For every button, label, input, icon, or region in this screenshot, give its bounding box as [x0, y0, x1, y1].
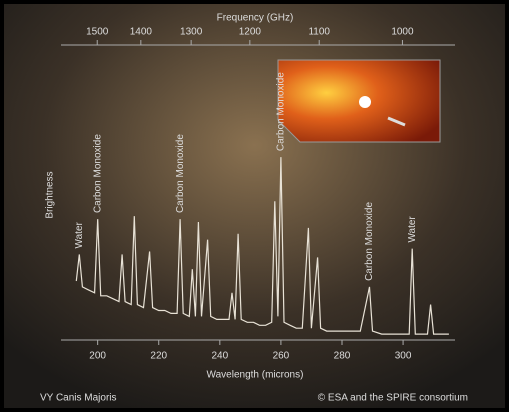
peak-label: Water [74, 221, 85, 248]
peak-label: Carbon Monoxide [364, 202, 375, 281]
x-tick-label: 220 [150, 351, 167, 362]
x2-tick-label: 1300 [180, 27, 203, 38]
peak-label: Carbon Monoxide [276, 72, 287, 151]
inset-image [278, 60, 440, 142]
x-tick-label: 280 [334, 351, 351, 362]
x2-tick-label: 1100 [308, 27, 330, 38]
x-axis-label: Wavelength (microns) [207, 370, 304, 381]
footer-left: VY Canis Majoris [40, 393, 117, 404]
peak-label: Water [407, 216, 418, 243]
peak-label: Carbon Monoxide [92, 134, 103, 213]
x-tick-label: 200 [89, 351, 106, 362]
x-tick-label: 240 [211, 351, 228, 362]
x2-tick-label: 1000 [391, 27, 414, 38]
x2-tick-label: 1500 [86, 27, 109, 38]
chart-title: Frequency (GHz) [217, 13, 294, 24]
footer-right: © ESA and the SPIRE consortium [318, 393, 468, 404]
x2-tick-label: 1200 [239, 27, 262, 38]
peak-label: Carbon Monoxide [175, 134, 186, 213]
chart: Frequency (GHz) Wavelength (microns) Bri… [0, 0, 509, 412]
y-axis-label: Brightness [45, 171, 56, 218]
x-tick-label: 300 [395, 351, 412, 362]
x-tick-label: 260 [273, 351, 290, 362]
x2-tick-label: 1400 [130, 27, 153, 38]
